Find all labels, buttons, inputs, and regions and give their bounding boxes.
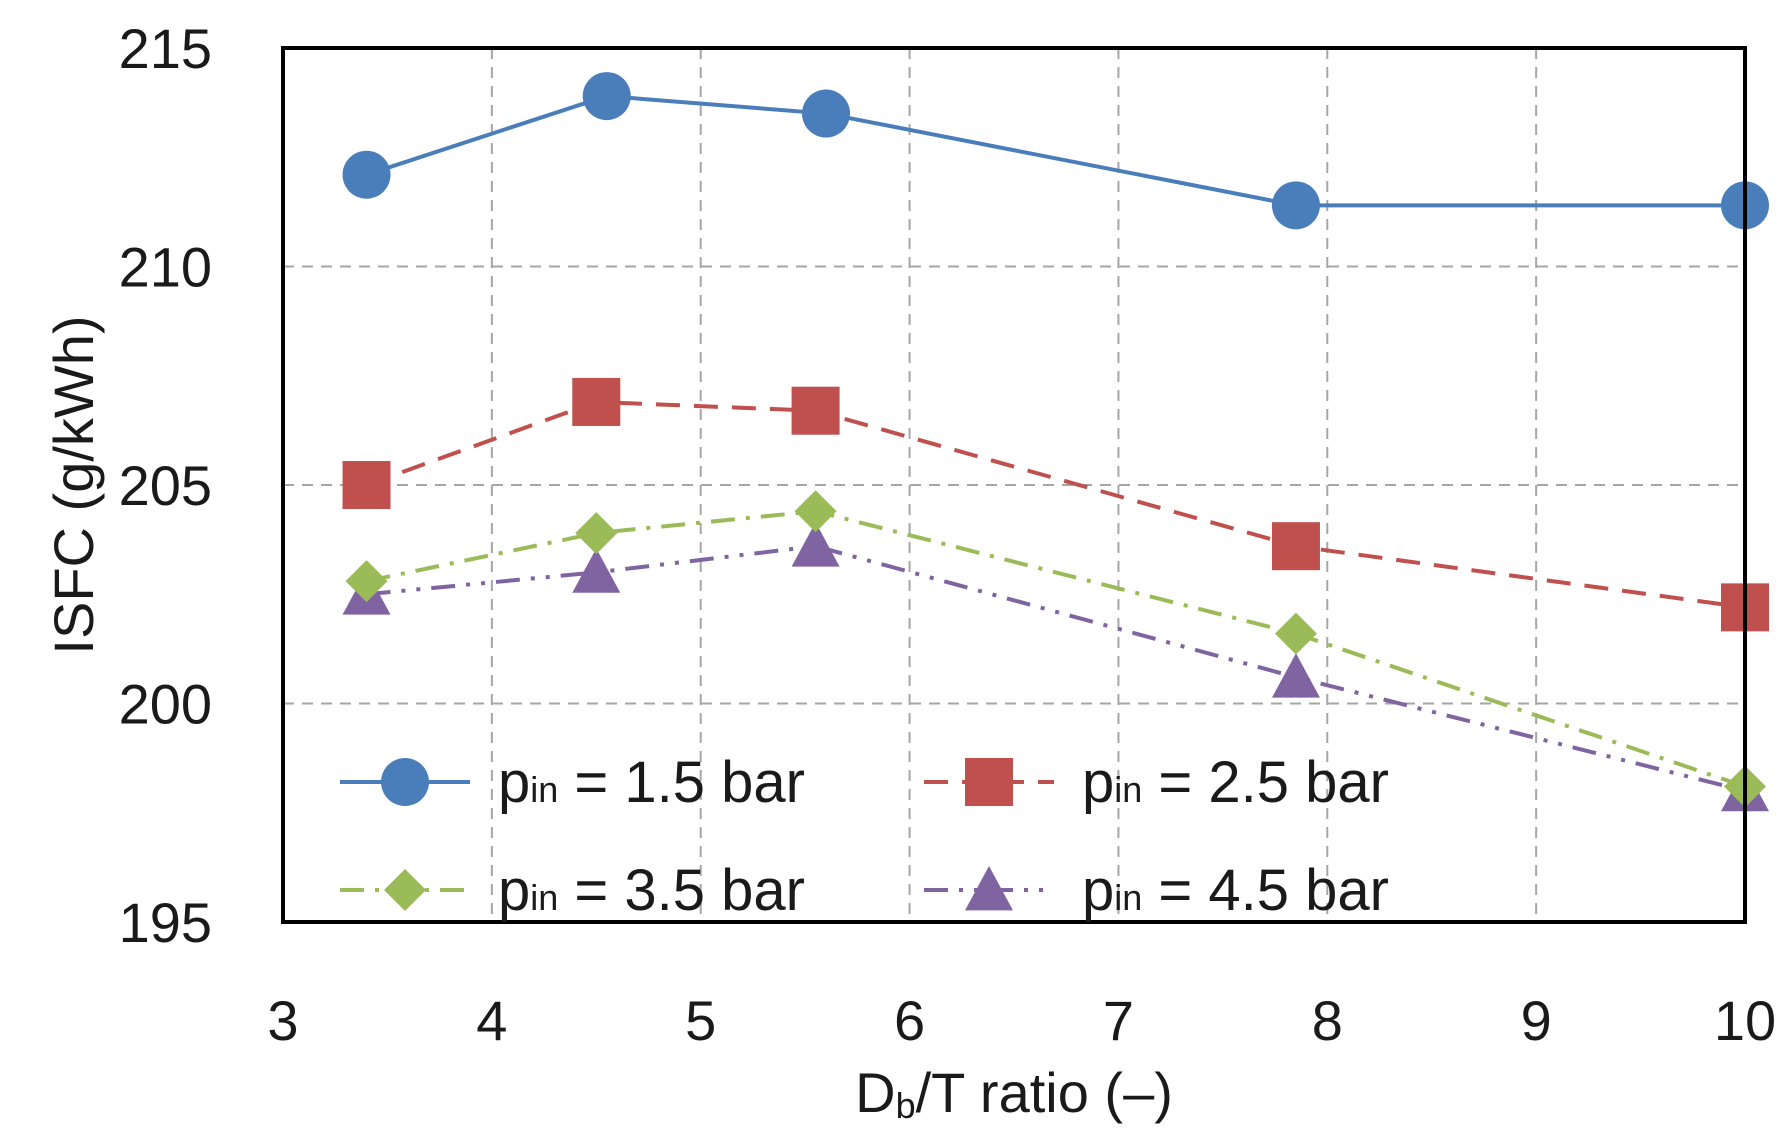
legend-entry-3: pin = 3.5 bar [340, 858, 805, 923]
x-tick-label: 7 [1103, 989, 1134, 1052]
y-tick-label: 200 [119, 673, 212, 736]
y-tick-label: 195 [119, 891, 212, 954]
series-3-point [575, 512, 618, 555]
legend-label: pin = 1.5 bar [498, 750, 805, 815]
legend-marker [965, 866, 1013, 911]
y-tick-label: 215 [119, 17, 212, 80]
x-axis-title-rest: /T ratio (–) [916, 1061, 1173, 1124]
series-4-point [572, 548, 621, 593]
x-axis-title-main: D [855, 1061, 895, 1124]
x-axis-title: Db/T ratio (–) [855, 1061, 1173, 1126]
series-3 [345, 490, 1766, 808]
legend: pin = 1.5 bar pin = 2.5 bar pin = 3.5 bar p… [340, 750, 1389, 923]
legend-label: pin = 4.5 bar [1082, 858, 1389, 923]
legend-entry-2: pin = 2.5 bar [924, 750, 1389, 815]
series-3-point [1274, 612, 1317, 655]
y-tick-label: 205 [119, 454, 212, 517]
legend-marker [384, 869, 426, 911]
series-2-point [1271, 522, 1320, 571]
series-1 [342, 72, 1769, 230]
legend-marker [965, 758, 1013, 806]
y-axis-title: ISFC (g/kWh) [42, 315, 105, 654]
series-4-point [1271, 653, 1320, 698]
series-4-point [791, 522, 840, 567]
tick-labels: 3 4 5 6 7 8 9 10 195 200 205 210 215 [119, 17, 1777, 1052]
series-2-point [572, 377, 621, 426]
series-1-point [342, 150, 391, 199]
x-axis-title-subscript: b [896, 1085, 916, 1126]
legend-entry-4: pin = 4.5 bar [924, 858, 1389, 923]
legend-marker [381, 758, 429, 806]
series-1-point [802, 89, 851, 138]
legend-entry-1: pin = 1.5 bar [340, 750, 805, 815]
x-tick-label: 5 [685, 989, 716, 1052]
x-tick-label: 10 [1714, 989, 1776, 1052]
legend-label: pin = 2.5 bar [1082, 750, 1389, 815]
series-4-line [366, 544, 1746, 793]
series-1-point [582, 72, 631, 121]
plot-area-frame [281, 46, 1747, 924]
x-tick-label: 6 [894, 989, 925, 1052]
series-3-point [345, 560, 388, 603]
x-tick-label: 3 [267, 989, 298, 1052]
x-tick-label: 4 [476, 989, 507, 1052]
y-tick-label: 210 [119, 236, 212, 299]
series-2 [342, 377, 1769, 632]
series-2-point [342, 461, 391, 509]
x-tick-label: 8 [1312, 989, 1343, 1052]
series-2-point [791, 386, 840, 435]
x-tick-label: 9 [1521, 989, 1552, 1052]
data-series [342, 72, 1769, 812]
series-1-point [1271, 181, 1320, 230]
legend-label: pin = 3.5 bar [498, 858, 805, 923]
series-3-point [794, 490, 837, 533]
